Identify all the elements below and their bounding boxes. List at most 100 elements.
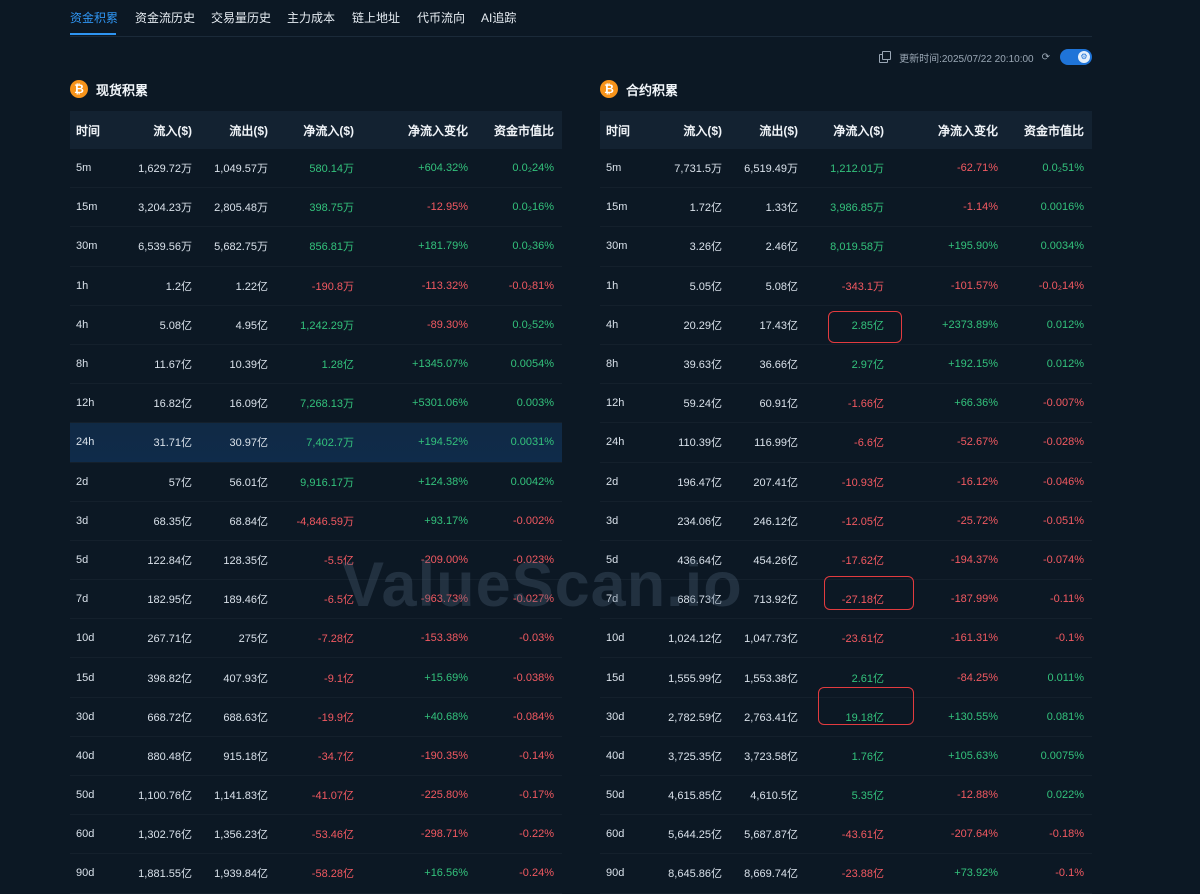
column-header[interactable]: 时间 — [606, 123, 631, 138]
table-cell: 407.93亿 — [223, 672, 268, 685]
table-cell: -1.66亿 — [847, 398, 884, 411]
table-cell: +1345.07% — [412, 358, 468, 371]
table-cell: 0.022% — [1046, 789, 1084, 802]
table-cell: -19.9亿 — [317, 711, 354, 724]
table-cell: 90d — [606, 867, 625, 880]
table-cell: 15m — [606, 201, 628, 214]
table-cell: 12h — [76, 397, 95, 410]
table-cell: -161.31% — [950, 632, 998, 645]
column-header[interactable]: 净流入变化 — [937, 123, 998, 138]
refresh-icon[interactable]: ⟳ — [1041, 51, 1050, 63]
column-header[interactable]: 资金市值比 — [493, 123, 554, 138]
table-cell: 5,687.87亿 — [744, 829, 798, 842]
tab-main-cost[interactable]: 主力成本 — [287, 11, 336, 25]
panel-title: ₿ 合约积累 — [600, 79, 678, 99]
table-row: 2d 196.47亿 207.41亿 -10.93亿 -16.12% -0.046% — [600, 463, 1092, 502]
spot-accumulation-panel: ₿ 现货积累 时间 流入($) 流出($) 净流入($) 净流入变化 资金市值比 5m 1,6… — [70, 79, 562, 894]
table-row: 60d 1,302.76亿 1,356.23亿 -53.46亿 -298.71% -0.2… — [70, 815, 562, 855]
table-cell: -58.28亿 — [311, 868, 354, 881]
table-cell: +93.17% — [424, 514, 468, 527]
table-cell: 8,645.86亿 — [668, 868, 722, 881]
table-row: 15d 1,555.99亿 1,553.38亿 2.61亿 -84.25% 0.011% — [600, 658, 1092, 698]
table-cell: 5,644.25亿 — [668, 829, 722, 842]
table-cell: -12.88% — [957, 789, 998, 802]
column-header[interactable]: 时间 — [76, 123, 101, 138]
table-cell: -9.1亿 — [324, 672, 354, 685]
table-row: 30m 6,539.56万 5,682.75万 856.81万 +181.79% 0.0₂… — [70, 227, 562, 267]
table-cell: +130.55% — [948, 710, 998, 723]
tab-volume-history[interactable]: 交易量历史 — [211, 11, 272, 25]
table-cell: 2,805.48万 — [214, 202, 268, 215]
table-cell: 60.91亿 — [759, 398, 798, 411]
active-tab-indicator — [70, 33, 116, 35]
table-cell: -0.074% — [1043, 553, 1084, 566]
table-cell: 7,731.5万 — [674, 163, 722, 176]
tab-token-flow[interactable]: 代币流向 — [417, 11, 466, 25]
tab-ai-tracking[interactable]: AI追踪 — [481, 11, 517, 25]
table-cell: +5301.06% — [412, 397, 468, 410]
column-header[interactable]: 净流入($) — [303, 123, 354, 138]
table-cell: 5.08亿 — [159, 319, 192, 332]
column-header[interactable]: 流入($) — [683, 123, 722, 138]
table-cell: 50d — [606, 789, 625, 802]
table-row: 5m 7,731.5万 6,519.49万 1,212.01万 -62.71% 0.0₂5… — [600, 149, 1092, 189]
table-cell: -0.17% — [519, 789, 554, 802]
column-header[interactable]: 净流入变化 — [407, 123, 468, 138]
futures-title: 合约积累 — [626, 82, 679, 98]
table-cell: 1.76亿 — [851, 750, 884, 763]
table-cell: -0.18% — [1049, 828, 1084, 841]
table-cell: 30m — [76, 240, 98, 253]
table-cell: -0.11% — [1049, 593, 1084, 606]
table-header: 时间 流入($) 流出($) 净流入($) 净流入变化 资金市值比 — [600, 111, 1092, 149]
bitcoin-icon: ₿ — [70, 80, 88, 98]
table-cell: 0.011% — [1047, 671, 1085, 684]
column-header[interactable]: 流入($) — [153, 123, 192, 138]
table-cell: 2,782.59亿 — [668, 711, 722, 724]
table-cell: 0.012% — [1046, 358, 1084, 371]
table-cell: 7,402.7万 — [306, 437, 354, 450]
table-cell: 59.24亿 — [683, 398, 722, 411]
column-header[interactable]: 净流入($) — [833, 123, 884, 138]
tab-onchain-address[interactable]: 链上地址 — [352, 11, 401, 25]
table-cell: 2.46亿 — [765, 241, 798, 254]
table-cell: 2d — [606, 475, 619, 488]
table-cell: 5.05亿 — [689, 280, 722, 293]
table-cell: 60d — [76, 828, 95, 841]
column-header[interactable]: 流出($) — [759, 123, 798, 138]
table-cell: 1.72亿 — [689, 202, 722, 215]
table-cell: -225.80% — [420, 789, 468, 802]
table-cell: 0.0₂16% — [512, 201, 554, 214]
table-cell: 50d — [76, 789, 95, 802]
table-cell: 398.82亿 — [147, 672, 192, 685]
table-row: 90d 8,645.86亿 8,669.74亿 -23.88亿 +73.92% -0.1% — [600, 854, 1092, 894]
table-cell: 20.29亿 — [683, 319, 722, 332]
table-cell: -0.028% — [1043, 436, 1084, 449]
tab-fund-flow-history[interactable]: 资金流历史 — [135, 11, 196, 25]
tab-fund-accumulation[interactable]: 资金积累 — [70, 11, 119, 25]
table-cell: 0.0016% — [1040, 201, 1084, 214]
panel-title: ₿ 现货积累 — [70, 79, 148, 99]
table-cell: 189.46亿 — [223, 594, 268, 607]
table-cell: 3.26亿 — [689, 241, 722, 254]
column-header[interactable]: 流出($) — [229, 123, 268, 138]
column-header[interactable]: 资金市值比 — [1023, 123, 1084, 138]
table-cell: -0.22% — [519, 828, 554, 841]
table-cell: -89.30% — [427, 318, 468, 331]
table-cell: 856.81万 — [309, 241, 354, 254]
table-cell: 3d — [606, 514, 619, 527]
table-cell: -0.046% — [1043, 475, 1084, 488]
table-cell: -0.14% — [519, 749, 554, 762]
table-cell: 0.0₂24% — [512, 162, 554, 175]
table-cell: 30m — [606, 240, 628, 253]
auto-refresh-toggle[interactable]: ⚙ — [1060, 49, 1092, 65]
table-cell: 90d — [76, 867, 95, 880]
table-cell: -0.24% — [519, 867, 554, 880]
table-cell: 31.71亿 — [153, 437, 192, 450]
table-cell: 3,725.35亿 — [668, 750, 722, 763]
table-cell: 686.73亿 — [677, 594, 722, 607]
table-row: 15m 1.72亿 1.33亿 3,986.85万 -1.14% 0.0016% — [600, 188, 1092, 228]
table-cell: 39.63亿 — [683, 359, 722, 372]
table-cell: 10d — [76, 632, 95, 645]
copy-icon[interactable] — [879, 51, 892, 63]
table-cell: 7d — [606, 593, 619, 606]
